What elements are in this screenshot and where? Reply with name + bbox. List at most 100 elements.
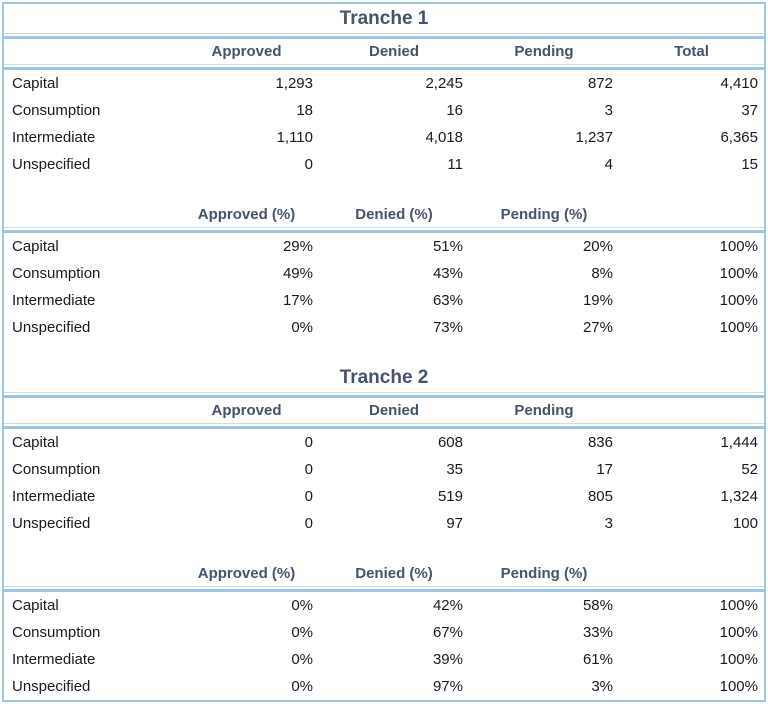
cell-denied: 608	[437, 434, 463, 451]
spacer	[4, 341, 764, 363]
header-approved-pct: Approved (%)	[197, 206, 296, 223]
table-row: Intermediate 0% 39% 61% 100%	[4, 646, 764, 673]
header-denied-pct: Denied (%)	[355, 565, 433, 582]
cell-denied: 35	[446, 461, 463, 478]
row-label: Consumption	[12, 461, 101, 478]
counts-header-row: Approved Denied Pending	[4, 398, 764, 423]
cell-approved-pct: 0%	[291, 624, 313, 641]
row-label: Intermediate	[12, 488, 96, 505]
tranche-2-section: Tranche 2 Approved Denied Pending Capita…	[4, 363, 764, 700]
row-label: Unspecified	[12, 515, 91, 532]
divider	[4, 392, 764, 398]
cell-total: 6,365	[720, 129, 758, 146]
spacer	[4, 178, 764, 202]
cell-approved: 1,110	[276, 129, 313, 146]
cell-denied-pct: 51%	[432, 238, 463, 255]
cell-approved: 0	[304, 434, 313, 451]
table-row: Consumption 0% 67% 33% 100%	[4, 619, 764, 646]
header-denied: Denied	[368, 402, 419, 419]
cell-denied-pct: 42%	[432, 597, 463, 614]
counts-header-row: Approved Denied Pending Total	[4, 39, 764, 64]
row-label: Capital	[12, 238, 59, 255]
tranche-1-section: Tranche 1 Approved Denied Pending Total …	[4, 4, 764, 341]
cell-denied: 97	[446, 515, 463, 532]
header-approved: Approved	[211, 402, 282, 419]
row-label: Unspecified	[12, 319, 91, 336]
cell-approved-pct: 0%	[291, 597, 313, 614]
cell-denied: 16	[446, 102, 463, 119]
cell-denied-pct: 97%	[432, 678, 463, 695]
divider	[4, 423, 764, 429]
cell-denied-pct: 67%	[432, 624, 463, 641]
cell-approved-pct: 0%	[291, 319, 313, 336]
cell-pending-pct: 61%	[582, 651, 613, 668]
cell-pending-pct: 19%	[582, 292, 613, 309]
table-row: Unspecified 0 97 3 100	[4, 510, 764, 537]
row-label: Consumption	[12, 624, 101, 641]
cell-total-pct: 100%	[719, 678, 758, 695]
cell-total-pct: 100%	[719, 319, 758, 336]
cell-pending: 805	[587, 488, 613, 505]
cell-approved: 18	[296, 102, 313, 119]
cell-denied: 2,245	[425, 75, 463, 92]
table-row: Intermediate 1,110 4,018 1,237 6,365	[4, 124, 764, 151]
cell-approved-pct: 49%	[282, 265, 313, 282]
cell-total: 4,410	[720, 75, 758, 92]
table-row: Capital 1,293 2,245 872 4,410	[4, 70, 764, 97]
divider	[4, 586, 764, 592]
row-label: Intermediate	[12, 292, 96, 309]
cell-total-pct: 100%	[719, 265, 758, 282]
cell-pending-pct: 58%	[582, 597, 613, 614]
cell-denied: 519	[437, 488, 463, 505]
row-label: Capital	[12, 597, 59, 614]
divider	[4, 33, 764, 39]
section-title: Tranche 1	[339, 8, 429, 29]
table-row: Intermediate 0 519 805 1,324	[4, 483, 764, 510]
cell-total: 52	[741, 461, 758, 478]
cell-pending: 872	[587, 75, 613, 92]
cell-pending: 836	[587, 434, 613, 451]
row-label: Unspecified	[12, 156, 91, 173]
cell-pending: 1,237	[575, 129, 613, 146]
table-row: Unspecified 0% 73% 27% 100%	[4, 314, 764, 341]
divider	[4, 64, 764, 70]
section-title-row: Tranche 2	[4, 363, 764, 392]
cell-total-pct: 100%	[719, 292, 758, 309]
row-label: Consumption	[12, 265, 101, 282]
percents-header-row: Approved (%) Denied (%) Pending (%)	[4, 202, 764, 227]
cell-approved: 0	[304, 461, 313, 478]
cell-approved: 1,293	[275, 75, 313, 92]
percents-header-row: Approved (%) Denied (%) Pending (%)	[4, 561, 764, 586]
cell-denied-pct: 73%	[432, 319, 463, 336]
table-row: Unspecified 0% 97% 3% 100%	[4, 673, 764, 700]
header-approved: Approved	[211, 43, 282, 60]
cell-pending: 17	[596, 461, 613, 478]
cell-pending-pct: 27%	[582, 319, 613, 336]
table-row: Consumption 18 16 3 37	[4, 97, 764, 124]
cell-total-pct: 100%	[719, 238, 758, 255]
table-row: Intermediate 17% 63% 19% 100%	[4, 287, 764, 314]
cell-denied: 4,018	[425, 129, 463, 146]
header-pending-pct: Pending (%)	[500, 206, 588, 223]
cell-total: 1,324	[720, 488, 758, 505]
table-row: Capital 29% 51% 20% 100%	[4, 233, 764, 260]
row-label: Unspecified	[12, 678, 91, 695]
header-approved-pct: Approved (%)	[197, 565, 296, 582]
cell-approved: 0	[304, 515, 313, 532]
cell-denied-pct: 39%	[432, 651, 463, 668]
header-total: Total	[674, 43, 709, 60]
table-row: Capital 0% 42% 58% 100%	[4, 592, 764, 619]
row-label: Consumption	[12, 102, 101, 119]
cell-pending-pct: 8%	[591, 265, 613, 282]
header-pending: Pending	[514, 402, 574, 419]
row-label: Intermediate	[12, 651, 96, 668]
cell-approved: 0	[304, 156, 313, 173]
cell-pending: 3	[604, 515, 613, 532]
cell-denied-pct: 63%	[432, 292, 463, 309]
cell-pending-pct: 33%	[582, 624, 613, 641]
header-pending-pct: Pending (%)	[500, 565, 588, 582]
table-row: Capital 0 608 836 1,444	[4, 429, 764, 456]
cell-denied-pct: 43%	[432, 265, 463, 282]
row-label: Intermediate	[12, 129, 96, 146]
cell-approved-pct: 29%	[282, 238, 313, 255]
